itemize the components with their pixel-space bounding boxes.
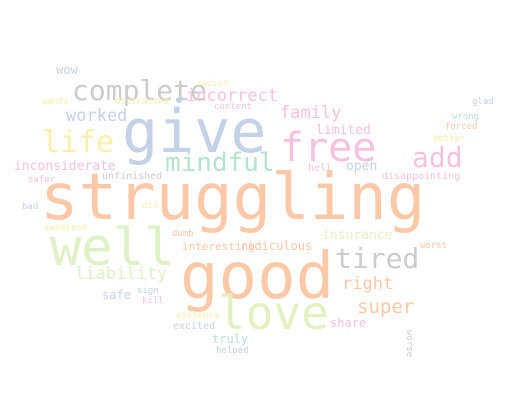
word-insurance: insurance (322, 228, 393, 243)
word-give: give (122, 97, 267, 167)
word-racist: racist (196, 79, 229, 89)
word-family: family (280, 103, 342, 123)
word-interesting: interesting (182, 240, 255, 253)
word-dis: dis (142, 201, 159, 211)
word-liability: liability (75, 264, 168, 284)
word-right: right (342, 274, 394, 294)
word-excited: excited (173, 321, 216, 332)
word-better: better (433, 134, 466, 144)
word-ridiculous: ridiculous (240, 239, 313, 253)
word-content: content (214, 102, 252, 112)
word-open: open (346, 159, 378, 174)
word-good: good (180, 240, 335, 314)
word-inconsiderate: inconsiderate (14, 159, 116, 174)
word-worked: worked (66, 106, 128, 126)
word-glad: glad (472, 97, 494, 107)
word-struggling: struggling (40, 161, 426, 235)
word-kill: kill (142, 296, 164, 306)
word-disappointing: disappointing (382, 171, 461, 182)
word-worse: worse (404, 330, 414, 358)
word-life: life (42, 125, 115, 160)
dot-mark (176, 97, 182, 103)
word-dumb: dumb (172, 229, 194, 239)
word-violence: violence (176, 311, 220, 321)
word-truly: truly (212, 332, 249, 346)
word-sweetest: sweetest (44, 223, 88, 233)
word-wrong: wrong (452, 112, 480, 122)
word-love: love (218, 286, 329, 340)
word-forced: forced (445, 122, 478, 132)
word-worst: worst (420, 241, 448, 251)
word-bad: bad (22, 202, 39, 212)
word-add: add (412, 141, 463, 174)
word-incorrect: incorrect (186, 86, 279, 106)
word-share: share (330, 316, 367, 330)
word-free: free (280, 125, 377, 171)
word-safer: safer (28, 175, 56, 185)
word-distracted: distracted (115, 97, 170, 107)
word-tired: tired (335, 242, 420, 275)
word-safe: safe (102, 288, 131, 302)
word-sign: sign (137, 286, 159, 296)
word-helped: helped (216, 346, 249, 356)
word-super: super (357, 296, 415, 318)
word-complete: complete (72, 74, 207, 107)
word-wow: wow (56, 63, 78, 77)
word-limited: limited (316, 123, 371, 138)
word-wants: wants (42, 97, 70, 107)
word-well: well (50, 218, 176, 278)
word-unfinished: unfinished (102, 171, 163, 182)
word-hell: hell (308, 163, 333, 174)
word-mindful: mindful (165, 148, 275, 178)
